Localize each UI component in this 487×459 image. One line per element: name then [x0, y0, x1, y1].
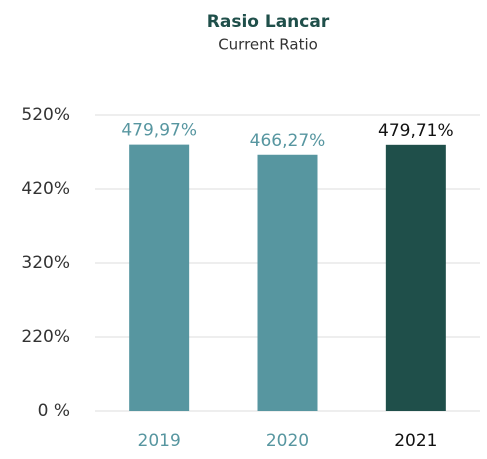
- value-label: 479,97%: [121, 121, 197, 141]
- bar: [385, 144, 446, 411]
- chart-subtitle: Current Ratio: [218, 36, 318, 54]
- chart-title: Rasio Lancar: [207, 12, 330, 32]
- value-label: 466,27%: [250, 131, 326, 151]
- y-tick-label: 220%: [21, 327, 70, 347]
- x-tick-label: 2019: [138, 431, 181, 451]
- value-label: 479,71%: [378, 121, 454, 141]
- x-tick-label: 2020: [266, 431, 309, 451]
- bar: [257, 154, 318, 411]
- y-tick-label: 320%: [21, 253, 70, 273]
- x-tick-label: 2021: [394, 431, 437, 451]
- y-tick-label: 420%: [21, 179, 70, 199]
- y-tick-label: 520%: [21, 105, 70, 125]
- y-tick-label: 0 %: [38, 401, 70, 421]
- bar: [129, 144, 190, 411]
